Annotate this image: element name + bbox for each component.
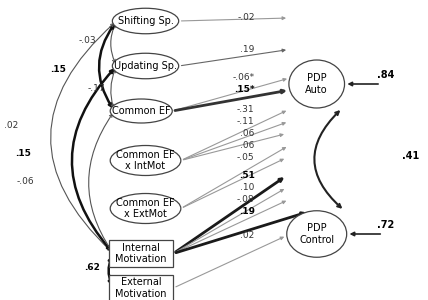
- Text: External
Motivation: External Motivation: [116, 277, 167, 299]
- Text: Updating Sp.: Updating Sp.: [114, 61, 177, 71]
- Text: -.03: -.03: [79, 36, 97, 45]
- Text: Common EF: Common EF: [112, 106, 170, 116]
- Text: PDP
Control: PDP Control: [299, 223, 334, 245]
- Text: .02: .02: [241, 231, 255, 240]
- Ellipse shape: [287, 211, 347, 257]
- Text: .15: .15: [50, 64, 66, 74]
- Text: -.02: -.02: [237, 14, 255, 22]
- Text: .62: .62: [84, 262, 100, 272]
- Text: PDP
Auto: PDP Auto: [306, 73, 328, 95]
- Text: -.06: -.06: [17, 177, 35, 186]
- Text: .06: .06: [240, 129, 255, 138]
- Ellipse shape: [110, 99, 172, 123]
- Text: Common EF
x IntMot: Common EF x IntMot: [116, 150, 175, 171]
- Text: Internal
Motivation: Internal Motivation: [116, 243, 167, 264]
- Text: -.06*: -.06*: [232, 74, 255, 82]
- FancyBboxPatch shape: [109, 274, 173, 300]
- Text: -.31: -.31: [237, 105, 255, 114]
- Text: -.11: -.11: [237, 117, 255, 126]
- Text: .15: .15: [15, 148, 32, 158]
- Ellipse shape: [110, 146, 181, 176]
- Text: .15*: .15*: [234, 85, 255, 94]
- Text: Shifting Sp.: Shifting Sp.: [118, 16, 173, 26]
- Text: .41: .41: [402, 151, 419, 161]
- Text: Common EF
x ExtMot: Common EF x ExtMot: [116, 198, 175, 219]
- Ellipse shape: [110, 194, 181, 224]
- Text: -.17: -.17: [87, 84, 105, 93]
- Ellipse shape: [112, 53, 179, 79]
- Text: .10: .10: [240, 183, 255, 192]
- Text: .72: .72: [377, 220, 394, 230]
- Text: .19: .19: [239, 207, 255, 216]
- Text: -.05: -.05: [237, 153, 255, 162]
- Ellipse shape: [112, 8, 179, 34]
- Text: -.08: -.08: [237, 195, 255, 204]
- Text: .84: .84: [377, 70, 394, 80]
- Text: .06: .06: [240, 141, 255, 150]
- Text: .19: .19: [240, 45, 255, 54]
- Text: .02: .02: [3, 122, 18, 130]
- Ellipse shape: [289, 60, 345, 108]
- Text: .51: .51: [239, 171, 255, 180]
- FancyBboxPatch shape: [109, 240, 173, 267]
